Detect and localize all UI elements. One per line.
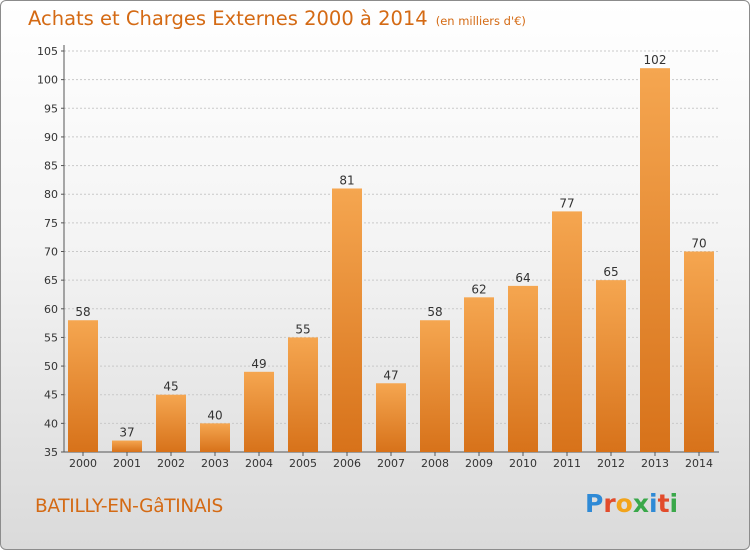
data-label: 62 — [471, 282, 486, 296]
data-label: 102 — [644, 53, 667, 67]
bar — [332, 188, 362, 452]
y-tick-label: 75 — [44, 217, 58, 230]
y-tick-label: 55 — [44, 331, 58, 344]
x-tick-label: 2006 — [333, 457, 361, 470]
x-tick-label: 2010 — [509, 457, 537, 470]
chart-title: Achats et Charges Externes 2000 à 2014 (e… — [28, 7, 526, 30]
data-label: 81 — [339, 173, 354, 187]
y-tick-label: 60 — [44, 303, 58, 316]
logo-letter: i — [649, 489, 658, 518]
x-tick-label: 2002 — [157, 457, 185, 470]
y-tick-label: 40 — [44, 417, 58, 430]
data-label: 58 — [75, 305, 90, 319]
bar — [288, 337, 318, 452]
bar — [508, 285, 538, 452]
x-tick-label: 2009 — [465, 457, 493, 470]
y-tick-label: 65 — [44, 274, 58, 287]
x-tick-label: 2007 — [377, 457, 405, 470]
bar — [376, 383, 406, 452]
data-label: 40 — [207, 408, 222, 422]
data-label: 45 — [163, 380, 178, 394]
bar — [68, 320, 98, 452]
y-tick-label: 95 — [44, 102, 58, 115]
y-tick-label: 80 — [44, 188, 58, 201]
bar — [112, 440, 142, 452]
logo-letter: t — [657, 489, 670, 518]
x-tick-label: 2005 — [289, 457, 317, 470]
proxiti-logo[interactable]: Proxiti — [585, 489, 678, 518]
logo-letter: o — [615, 489, 633, 518]
bar — [552, 211, 582, 452]
bar — [244, 371, 274, 452]
data-label: 37 — [119, 426, 134, 440]
bar — [640, 68, 670, 452]
bar — [596, 280, 626, 452]
bar — [684, 251, 714, 452]
logo-letter: i — [669, 489, 679, 518]
commune-name: BATILLY-EN-GâTINAIS — [35, 496, 223, 517]
x-tick-label: 2000 — [69, 457, 97, 470]
bar — [200, 423, 230, 452]
x-tick-label: 2008 — [421, 457, 449, 470]
chart-unit-note: (en milliers d'€) — [435, 14, 526, 28]
data-label: 55 — [295, 322, 310, 336]
data-label: 70 — [691, 237, 706, 251]
y-tick-label: 105 — [37, 45, 58, 58]
bar — [420, 320, 450, 452]
x-tick-label: 2003 — [201, 457, 229, 470]
x-tick-label: 2001 — [113, 457, 141, 470]
y-tick-label: 35 — [44, 446, 58, 459]
logo-letter: r — [603, 489, 616, 518]
data-label: 77 — [559, 196, 574, 210]
y-tick-label: 45 — [44, 389, 58, 402]
y-tick-label: 50 — [44, 360, 58, 373]
x-tick-label: 2011 — [553, 457, 581, 470]
bar — [156, 394, 186, 452]
bar — [464, 297, 494, 452]
x-tick-label: 2004 — [245, 457, 273, 470]
data-label: 47 — [383, 368, 398, 382]
logo-letter: x — [632, 489, 649, 518]
logo-letter: P — [585, 489, 604, 518]
data-label: 49 — [251, 357, 266, 371]
y-tick-label: 85 — [44, 160, 58, 173]
x-tick-label: 2013 — [641, 457, 669, 470]
y-tick-label: 70 — [44, 246, 58, 259]
x-tick-label: 2014 — [685, 457, 713, 470]
x-tick-label: 2012 — [597, 457, 625, 470]
data-label: 64 — [515, 271, 530, 285]
data-label: 58 — [427, 305, 442, 319]
data-label: 65 — [603, 265, 618, 279]
y-tick-label: 100 — [37, 74, 58, 87]
y-tick-label: 90 — [44, 131, 58, 144]
chart-title-text: Achats et Charges Externes 2000 à 2014 — [28, 7, 428, 30]
